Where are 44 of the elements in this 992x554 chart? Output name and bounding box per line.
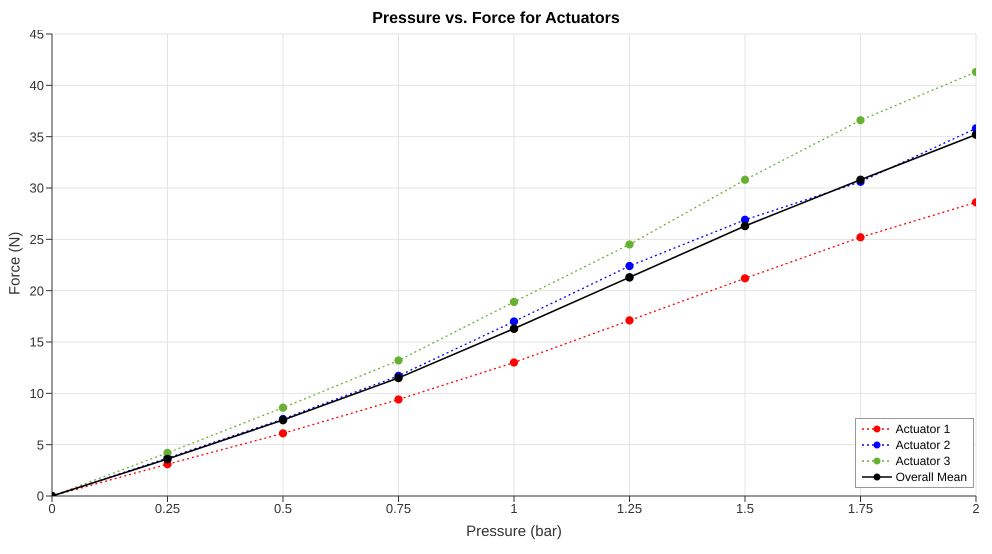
x-tick-label: 1.75 (848, 501, 874, 516)
point (740, 274, 750, 282)
y-tick-label: 40 (30, 78, 44, 93)
point (394, 356, 403, 365)
legend-label: Actuator 1 (896, 421, 950, 437)
point (510, 358, 518, 367)
point (625, 262, 634, 270)
x-tick-label: 0.75 (386, 501, 412, 516)
legend-label: Overall Mean (896, 469, 967, 485)
legend-label: Actuator 2 (896, 437, 950, 453)
y-tick-label: 10 (30, 386, 44, 401)
point (625, 273, 634, 282)
point (278, 404, 288, 412)
x-tick-label: 0 (48, 501, 56, 516)
x-tick-label: 0.5 (274, 501, 292, 516)
x-tick-label: 1.5 (736, 501, 754, 516)
y-axis-title: Force (N) (6, 232, 24, 295)
y-tick-label: 25 (30, 232, 44, 247)
point (856, 175, 865, 184)
legend-label: Actuator 3 (896, 453, 950, 469)
y-tick-label: 20 (30, 283, 44, 298)
point (394, 395, 403, 404)
x-tick-label: 1 (510, 501, 518, 516)
point (625, 240, 634, 249)
point (740, 176, 750, 184)
y-tick-label: 45 (30, 26, 44, 42)
y-tick-label: 5 (36, 437, 44, 452)
x-tick-label: 0.25 (154, 501, 180, 516)
point (740, 222, 750, 230)
x-axis-title: Pressure (bar) (466, 523, 562, 540)
point (856, 233, 865, 242)
chart-title: Pressure vs. Force for Actuators (372, 10, 620, 27)
y-tick-label: 30 (30, 180, 44, 196)
point (510, 324, 518, 333)
y-tick-label: 15 (30, 334, 44, 350)
y-tick-label: 0 (36, 488, 44, 504)
point (856, 116, 865, 124)
point (625, 316, 634, 325)
x-tick-label: 1.25 (616, 501, 642, 516)
point (510, 298, 518, 306)
point (278, 429, 288, 438)
point (510, 317, 518, 326)
x-tick-label: 2 (972, 501, 980, 516)
y-tick-label: 35 (30, 129, 44, 144)
